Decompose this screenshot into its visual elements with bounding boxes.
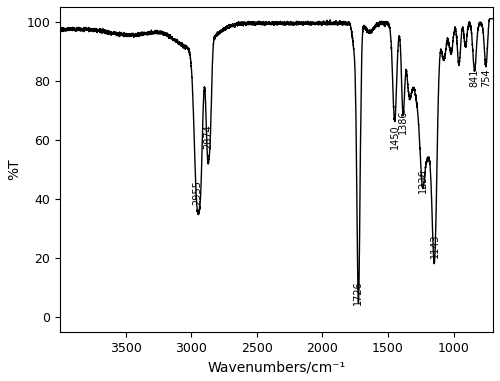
X-axis label: Wavenumbers/cm⁻¹: Wavenumbers/cm⁻¹ (208, 360, 346, 374)
Text: 1726: 1726 (354, 280, 364, 305)
Text: 754: 754 (481, 68, 491, 86)
Text: 1450: 1450 (390, 124, 400, 149)
Text: 2955: 2955 (192, 180, 202, 205)
Text: 1143: 1143 (430, 234, 440, 258)
Text: 1386: 1386 (398, 109, 408, 134)
Text: 2874: 2874 (203, 124, 213, 149)
Y-axis label: %T: %T (7, 158, 21, 180)
Text: 1236: 1236 (418, 168, 428, 193)
Text: 841: 841 (470, 68, 480, 86)
